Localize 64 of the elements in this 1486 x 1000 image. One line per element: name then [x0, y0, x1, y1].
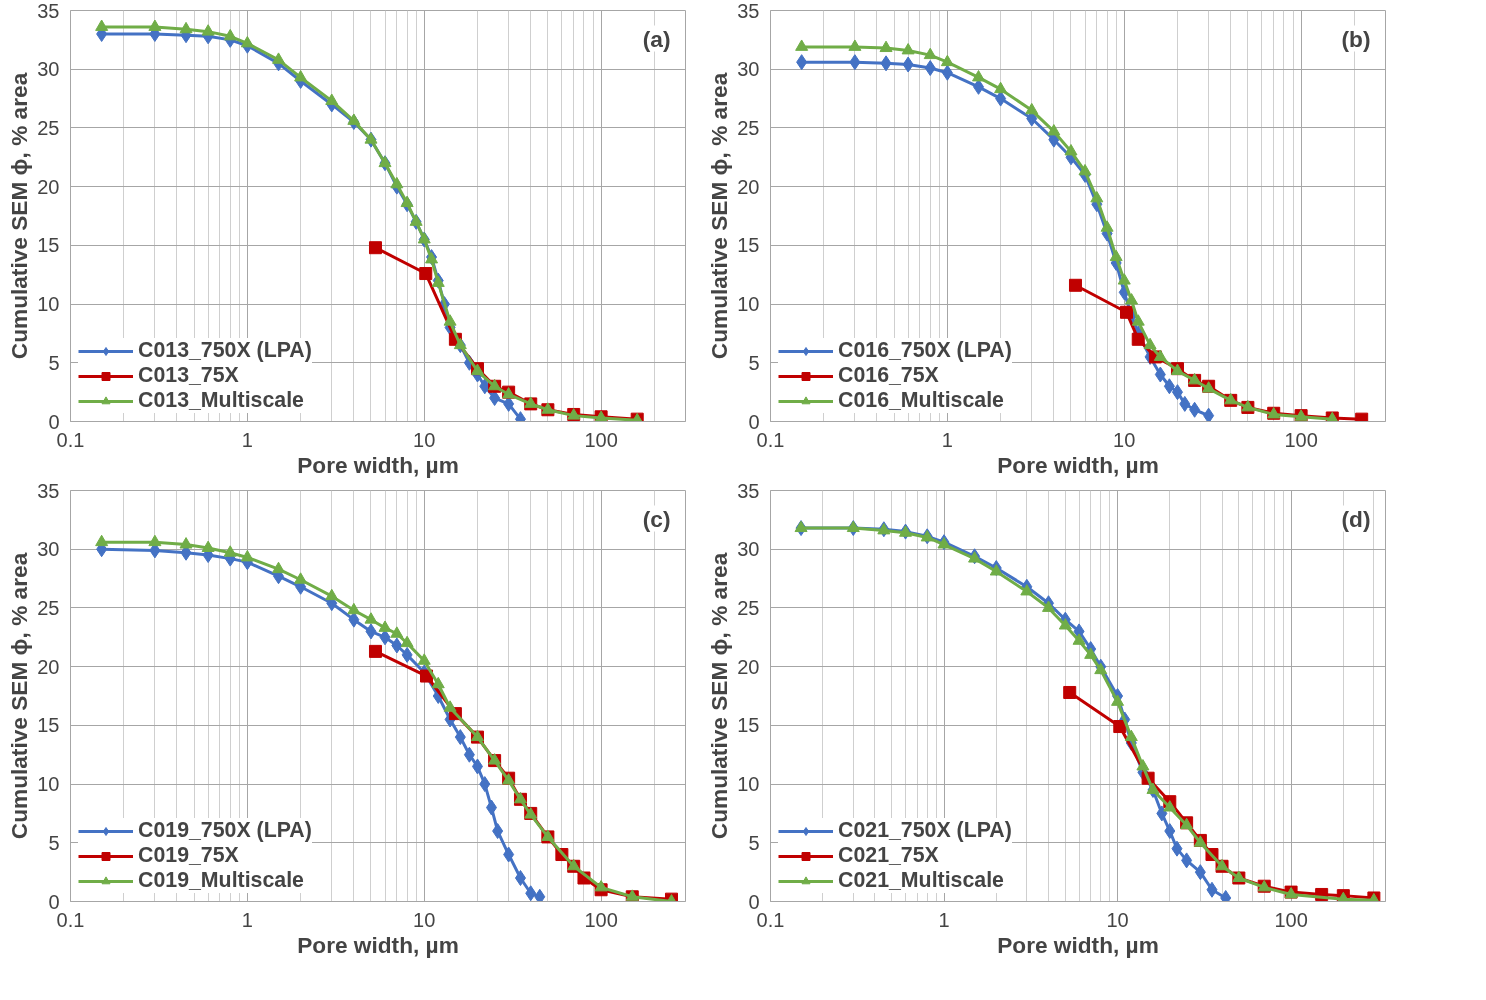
- x-tick-label: 10: [1113, 428, 1136, 451]
- annotation: (d): [1341, 505, 1371, 532]
- y-tick-label: 15: [37, 714, 60, 737]
- y-tick-label: 10: [37, 773, 60, 796]
- legend-label: C019_75X: [138, 843, 239, 868]
- y-tick-label: 20: [737, 175, 760, 198]
- y-tick-label: 35: [37, 479, 60, 502]
- y-tick-label: 25: [37, 596, 60, 619]
- y-tick-label: 5: [48, 351, 60, 374]
- y-tick-label: 10: [737, 773, 760, 796]
- y-tick-label: 10: [737, 293, 760, 316]
- y-tick-label: 20: [37, 655, 60, 678]
- y-tick-label: 35: [737, 0, 760, 22]
- y-tick-label: 5: [48, 831, 60, 854]
- legend-label: C021_Multiscale: [838, 868, 1004, 893]
- annotation: (a): [642, 25, 671, 52]
- y-tick-label: 30: [737, 58, 760, 81]
- y-tick-label: 20: [737, 655, 760, 678]
- y-tick-label: 25: [737, 596, 760, 619]
- y-tick-label: 25: [37, 116, 60, 139]
- x-tick-label: 100: [1284, 428, 1318, 451]
- legend-label: C013_75X: [138, 363, 239, 388]
- y-tick-label: 15: [737, 234, 760, 257]
- legend-label: C019_Multiscale: [138, 868, 304, 893]
- x-axis-title: Pore width, µm: [297, 451, 459, 478]
- y-axis-title: Cumulative SEM ϕ, % area: [706, 552, 733, 840]
- x-axis-title: Pore width, µm: [297, 931, 459, 958]
- x-tick-label: 1: [241, 428, 253, 451]
- y-tick-label: 5: [748, 831, 760, 854]
- x-axis-title: Pore width, µm: [997, 931, 1159, 958]
- x-tick-label: 1: [241, 908, 253, 931]
- legend-label: C016_750X (LPA): [838, 338, 1012, 363]
- x-tick-label: 10: [413, 908, 436, 931]
- x-tick-label: 100: [584, 908, 618, 931]
- x-axis-title: Pore width, µm: [997, 451, 1159, 478]
- y-tick-label: 20: [37, 175, 60, 198]
- y-tick-label: 25: [737, 116, 760, 139]
- legend-label: C013_Multiscale: [138, 388, 304, 413]
- annotation: (c): [642, 505, 671, 532]
- x-tick-label: 100: [584, 428, 618, 451]
- y-tick-label: 5: [748, 351, 760, 374]
- x-tick-label: 1: [941, 428, 953, 451]
- legend-label: C019_750X (LPA): [138, 818, 312, 843]
- y-axis-title: Cumulative SEM ϕ, % area: [706, 72, 733, 360]
- y-tick-label: 30: [737, 538, 760, 561]
- legend-label: C016_Multiscale: [838, 388, 1004, 413]
- x-tick-label: 10: [1106, 908, 1129, 931]
- y-tick-label: 35: [737, 479, 760, 502]
- y-axis-title: Cumulative SEM ϕ, % area: [6, 72, 33, 360]
- annotation: (b): [1341, 25, 1371, 52]
- y-tick-label: 30: [37, 538, 60, 561]
- y-tick-label: 15: [737, 714, 760, 737]
- x-tick-label: 1: [938, 908, 950, 931]
- x-tick-label: 100: [1274, 908, 1308, 931]
- legend-label: C016_75X: [838, 363, 939, 388]
- y-tick-label: 15: [37, 234, 60, 257]
- y-tick-label: 35: [37, 0, 60, 22]
- legend-label: C013_750X (LPA): [138, 338, 312, 363]
- y-tick-label: 30: [37, 58, 60, 81]
- y-axis-title: Cumulative SEM ϕ, % area: [6, 552, 33, 840]
- y-tick-label: 10: [37, 293, 60, 316]
- legend-label: C021_75X: [838, 843, 939, 868]
- x-tick-label: 10: [413, 428, 436, 451]
- legend-label: C021_750X (LPA): [838, 818, 1012, 843]
